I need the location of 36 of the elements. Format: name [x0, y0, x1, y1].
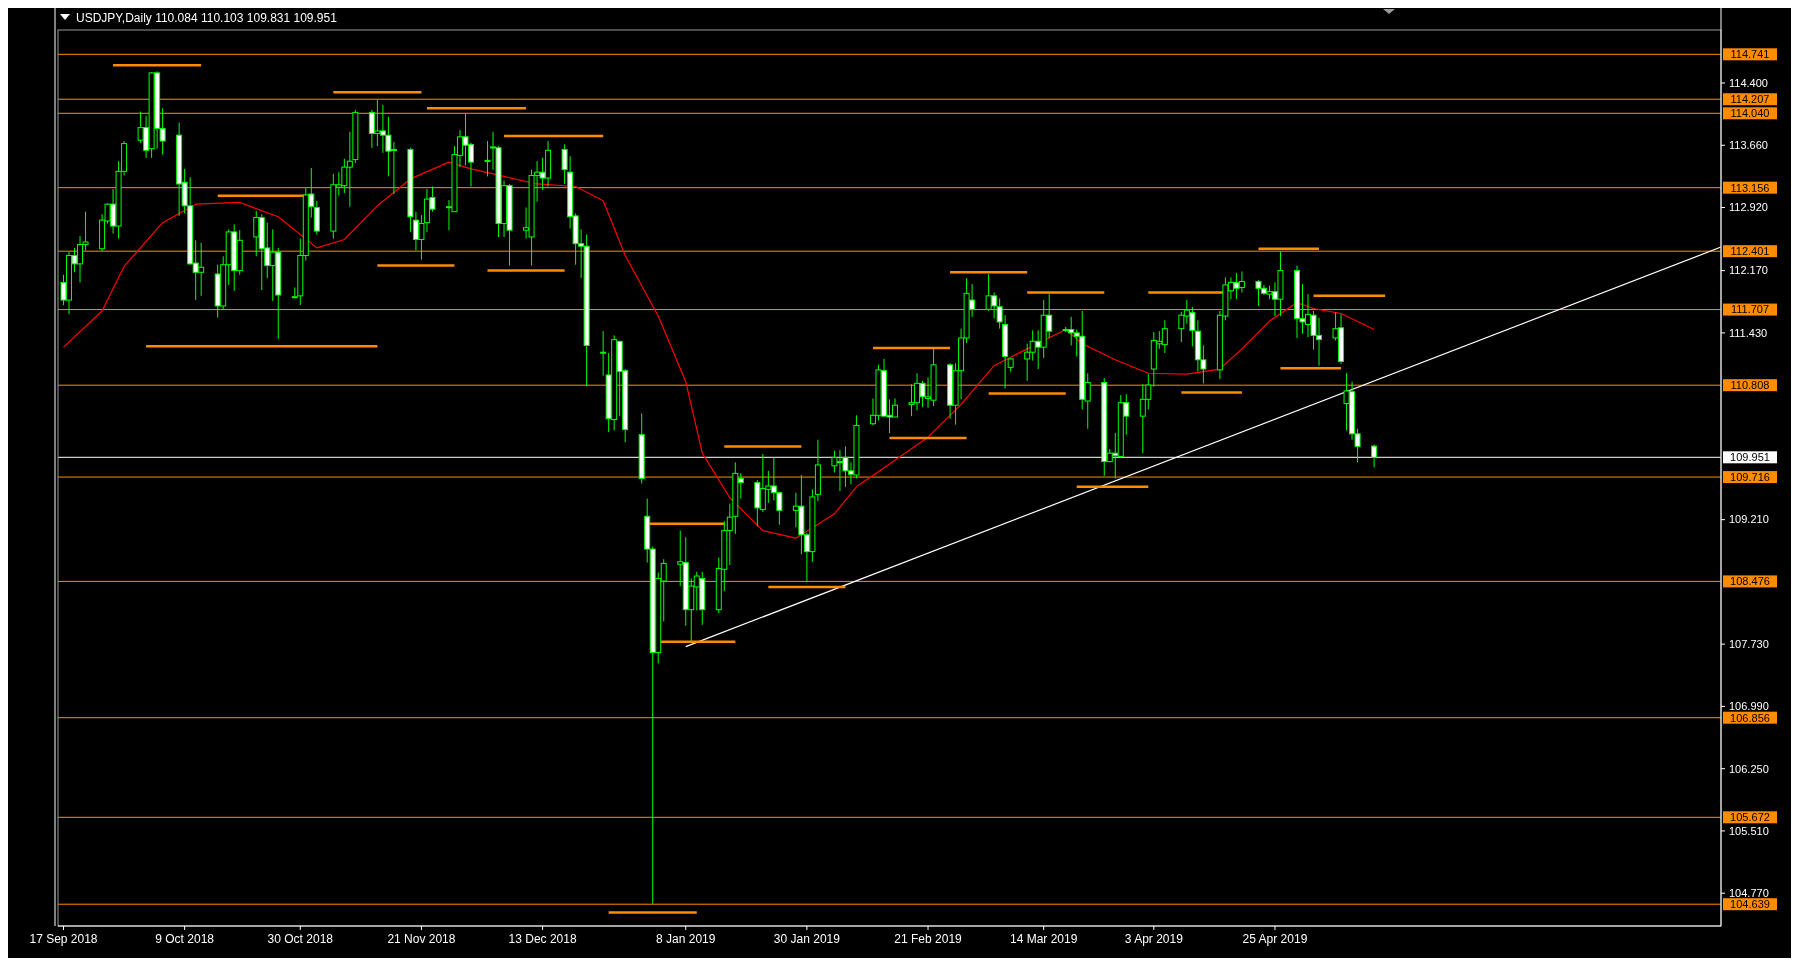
x-tick-label: 8 Jan 2019 [656, 932, 716, 946]
ref-line-label: 105.672 [1730, 811, 1770, 824]
ref-line-label: 109.716 [1730, 470, 1770, 483]
ref-line-label: 110.808 [1730, 379, 1770, 392]
y-tick-label: 106.990 [1729, 700, 1769, 713]
x-tick-label: 21 Feb 2019 [894, 932, 963, 946]
x-tick-label: 14 Mar 2019 [1009, 932, 1078, 946]
y-tick-label: 112.920 [1729, 201, 1768, 214]
y-tick-label: 114.400 [1729, 76, 1768, 89]
x-tick-label: 30 Jan 2019 [773, 932, 841, 946]
y-tick-label: 113.660 [1729, 139, 1768, 152]
x-tick-label: 30 Oct 2018 [267, 932, 334, 946]
ref-line-label: 104.639 [1730, 898, 1770, 911]
y-tick-label: 105.510 [1729, 824, 1769, 837]
ref-line-label: 114.040 [1730, 107, 1770, 120]
chart-title: USDJPY,Daily 110.084 110.103 109.831 109.951 [76, 11, 338, 25]
ref-line-label: 106.856 [1730, 711, 1770, 724]
x-tick-label: 25 Apr 2019 [1242, 932, 1308, 946]
y-tick-label: 112.170 [1729, 264, 1768, 277]
y-tick-label: 104.770 [1729, 887, 1769, 900]
ref-line-label: 111.707 [1730, 303, 1770, 316]
ref-line-label: 112.401 [1730, 245, 1770, 258]
ref-line-label: 114.741 [1730, 48, 1770, 61]
x-tick-label: 21 Nov 2018 [387, 932, 456, 946]
ref-line-label: 114.207 [1730, 93, 1770, 106]
y-tick-label: 106.250 [1729, 762, 1769, 775]
x-tick-label: 3 Apr 2019 [1124, 932, 1184, 946]
x-tick-label: 13 Dec 2018 [508, 932, 577, 946]
ref-line-label: 109.951 [1730, 451, 1770, 464]
x-tick-label: 9 Oct 2018 [155, 932, 215, 946]
y-tick-label: 111.430 [1729, 326, 1768, 339]
y-tick-label: 109.210 [1729, 513, 1769, 526]
ref-line-label: 108.476 [1730, 575, 1770, 588]
ref-line-label: 113.156 [1730, 181, 1770, 194]
x-tick-label: 17 Sep 2018 [29, 932, 98, 946]
y-tick-label: 107.730 [1729, 638, 1769, 651]
